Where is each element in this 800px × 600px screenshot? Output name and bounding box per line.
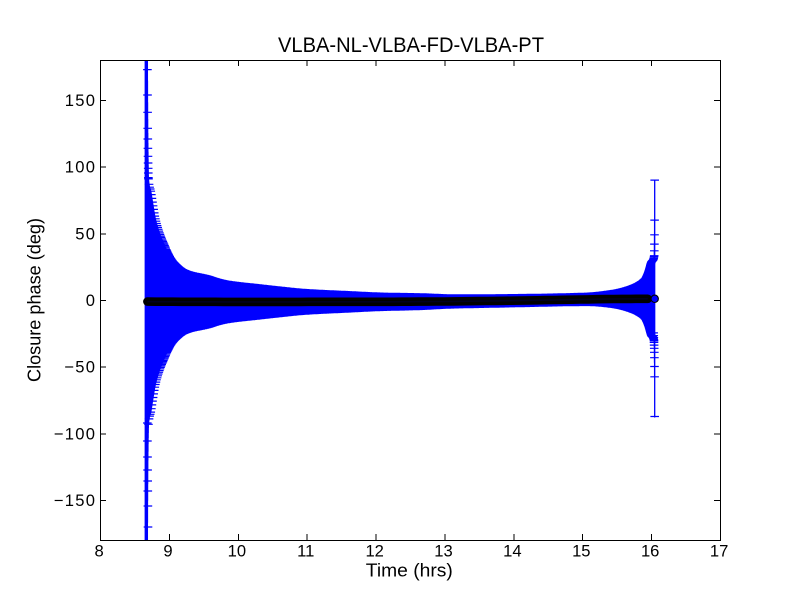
svg-text:12: 12 xyxy=(365,542,383,561)
svg-text:50: 50 xyxy=(75,224,96,243)
svg-text:10: 10 xyxy=(228,542,246,561)
svg-text:150: 150 xyxy=(65,91,97,110)
svg-text:16: 16 xyxy=(641,542,659,561)
svg-text:VLBA-NL-VLBA-FD-VLBA-PT: VLBA-NL-VLBA-FD-VLBA-PT xyxy=(278,34,544,57)
svg-text:−100: −100 xyxy=(54,424,97,443)
svg-text:14: 14 xyxy=(503,542,521,561)
svg-text:9: 9 xyxy=(163,542,172,561)
svg-text:−50: −50 xyxy=(64,358,96,377)
svg-text:8: 8 xyxy=(94,542,103,561)
svg-text:17: 17 xyxy=(710,542,728,561)
svg-text:0: 0 xyxy=(86,291,97,310)
svg-text:11: 11 xyxy=(297,542,314,561)
svg-text:15: 15 xyxy=(572,542,590,561)
svg-text:Closure phase (deg): Closure phase (deg) xyxy=(24,218,45,382)
svg-text:13: 13 xyxy=(434,542,452,561)
svg-text:100: 100 xyxy=(65,158,97,177)
svg-text:Time (hrs): Time (hrs) xyxy=(366,560,453,581)
svg-text:−150: −150 xyxy=(54,491,97,510)
